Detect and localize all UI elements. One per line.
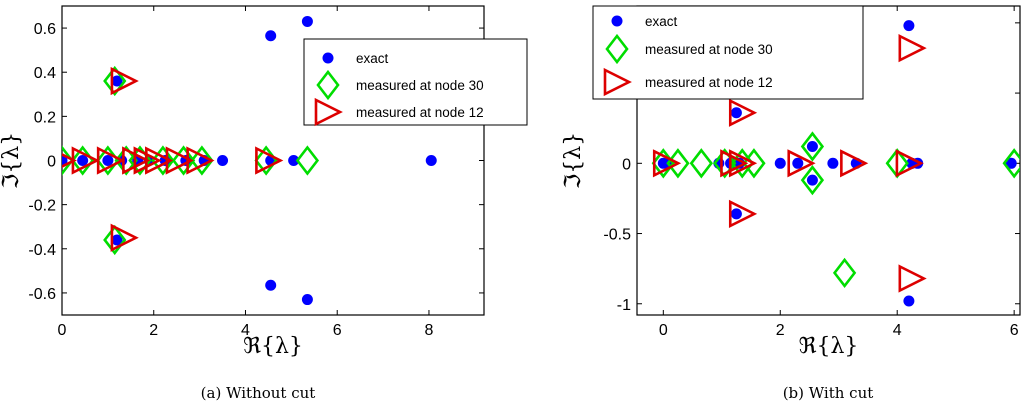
triangle-right-point bbox=[165, 146, 194, 175]
diamond-point bbox=[103, 224, 127, 256]
y-tick-label: 0.2 bbox=[34, 109, 56, 126]
circle-point bbox=[217, 155, 229, 166]
x-tick-label: 0 bbox=[58, 322, 67, 339]
circle-point bbox=[301, 15, 313, 27]
triangle-right-point bbox=[728, 98, 758, 127]
triangle-right-point bbox=[186, 146, 215, 175]
x-tick-label: 2 bbox=[776, 322, 785, 339]
legend-entry: measured at node 12 bbox=[645, 75, 773, 90]
diamond-point bbox=[103, 65, 127, 97]
legend-entry: measured at node 30 bbox=[356, 78, 484, 93]
chart-caption: (b) With cut bbox=[783, 384, 874, 402]
legend-marker bbox=[603, 67, 632, 97]
legend-entry: measured at node 30 bbox=[645, 42, 773, 57]
circle-point bbox=[111, 75, 123, 87]
diamond-point bbox=[151, 145, 175, 176]
legend-marker bbox=[611, 15, 623, 27]
triangle-right-point bbox=[898, 34, 927, 63]
diamond-point bbox=[689, 148, 713, 179]
x-tick-label: 8 bbox=[425, 322, 434, 339]
circle-point bbox=[730, 208, 742, 220]
legend-marker bbox=[605, 33, 629, 65]
circle-point bbox=[806, 140, 818, 152]
circle-point bbox=[903, 295, 915, 307]
legend-box bbox=[303, 38, 528, 126]
x-tick-label: 4 bbox=[241, 322, 250, 339]
x-tick-label: 0 bbox=[659, 322, 668, 339]
circle-point bbox=[425, 155, 437, 166]
triangle-right-point bbox=[96, 146, 126, 175]
circle-point bbox=[1005, 157, 1017, 169]
y-tick-label: 0.6 bbox=[34, 21, 56, 38]
circle-point bbox=[903, 20, 915, 32]
chart-without-cut: 0 2 4 6 8 -0.6 -0.4 -0.2 0 0.2 0.4 0.6 ℜ{λ} ℑ{λ} exact… bbox=[0, 5, 528, 402]
triangle-right-point bbox=[728, 149, 758, 178]
diamond-point bbox=[832, 257, 857, 288]
legend: exact measured at node 30 measured at node… bbox=[592, 5, 864, 100]
triangle-right-point bbox=[898, 264, 927, 293]
diamond-point bbox=[800, 131, 825, 162]
circle-point bbox=[265, 30, 277, 42]
diamond-point bbox=[171, 145, 196, 176]
y-tick-label: -1 bbox=[617, 297, 631, 314]
triangle-right-point bbox=[145, 146, 174, 175]
triangle-right-point bbox=[255, 146, 284, 175]
circle-point bbox=[827, 157, 839, 169]
circle-point bbox=[301, 294, 313, 306]
data-markers bbox=[651, 20, 1020, 307]
triangle-right-point bbox=[652, 149, 682, 178]
legend-entry: exact bbox=[645, 14, 678, 29]
circle-point bbox=[730, 107, 742, 119]
data-markers bbox=[62, 15, 437, 306]
legend-entry: measured at node 12 bbox=[356, 105, 484, 120]
diamond-point bbox=[190, 145, 214, 176]
circle-point bbox=[77, 155, 89, 166]
legend: exact measured at node 30 measured at node… bbox=[303, 38, 528, 127]
x-tick-label: 4 bbox=[893, 322, 902, 339]
y-tick-label: -0.4 bbox=[28, 242, 56, 259]
circle-point bbox=[806, 174, 818, 186]
y-tick-label: -0.2 bbox=[28, 198, 56, 215]
triangle-right-point bbox=[728, 199, 758, 228]
y-axis-label: ℑ{λ} bbox=[561, 132, 586, 189]
triangle-right-point bbox=[895, 149, 924, 178]
x-tick-label: 2 bbox=[149, 322, 158, 339]
circle-point bbox=[111, 234, 123, 246]
y-axis-label: ℑ{λ} bbox=[0, 132, 24, 189]
legend-box bbox=[592, 5, 864, 100]
diamond-point bbox=[800, 165, 825, 196]
legend-marker bbox=[316, 69, 340, 101]
legend-entry: exact bbox=[356, 51, 389, 66]
legend-marker bbox=[314, 97, 343, 127]
circle-point bbox=[288, 155, 300, 166]
triangle-right-point bbox=[787, 149, 816, 178]
triangle-right-point bbox=[840, 149, 869, 178]
triangle-right-point bbox=[720, 149, 749, 178]
circle-point bbox=[774, 157, 786, 169]
chart-caption: (a) Without cut bbox=[201, 384, 316, 402]
triangle-right-point bbox=[110, 223, 139, 252]
diamond-point bbox=[62, 145, 74, 176]
y-tick-label: -0.5 bbox=[603, 227, 631, 244]
circle-point bbox=[102, 155, 114, 166]
circle-point bbox=[265, 279, 277, 291]
diamond-point bbox=[1002, 148, 1020, 179]
triangle-right-point bbox=[71, 146, 100, 175]
y-tick-label: 0 bbox=[47, 154, 56, 171]
y-tick-label: 0 bbox=[622, 156, 631, 173]
triangle-right-point bbox=[110, 66, 139, 96]
x-axis-label: ℜ{λ} bbox=[799, 334, 859, 359]
x-tick-label: 6 bbox=[333, 322, 342, 339]
x-tick-label: 6 bbox=[1010, 322, 1019, 339]
legend-marker bbox=[322, 52, 334, 64]
circle-point bbox=[792, 157, 804, 169]
x-axis-label: ℜ{λ} bbox=[243, 334, 303, 359]
y-tick-label: -0.6 bbox=[28, 286, 56, 303]
y-tick-label: 0.4 bbox=[34, 65, 56, 82]
diamond-point bbox=[295, 145, 320, 176]
